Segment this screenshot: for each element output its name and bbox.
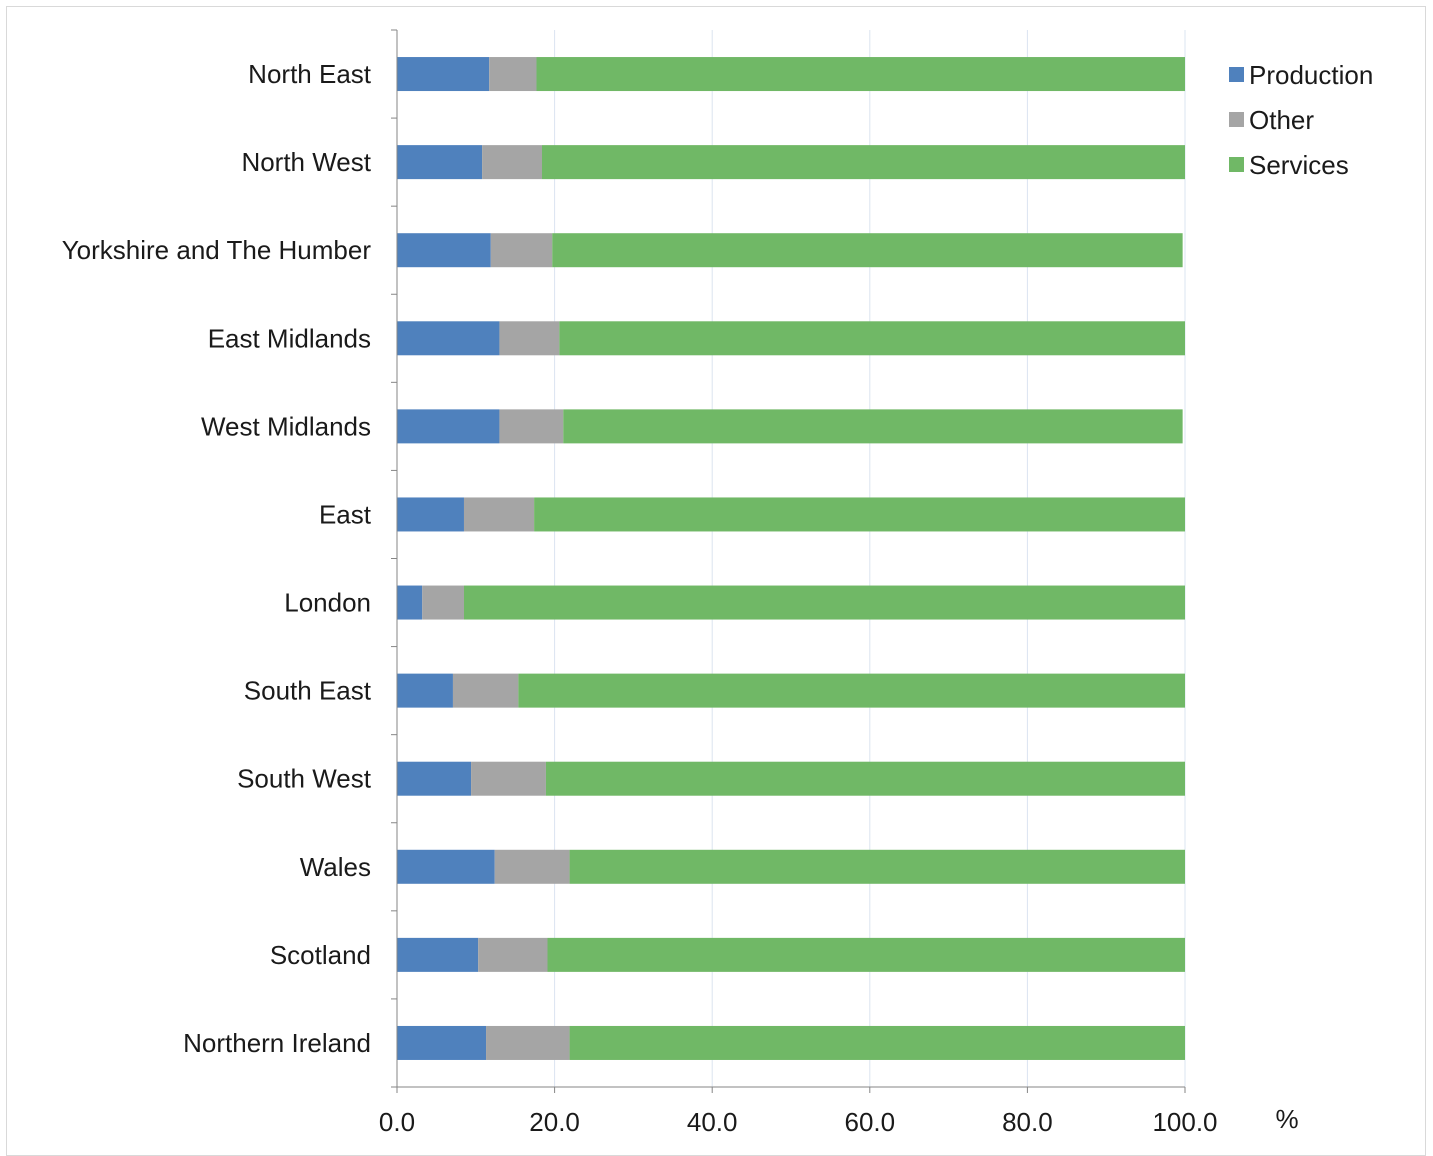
bar-segment-services xyxy=(534,497,1185,532)
bar-segment-other xyxy=(486,1025,570,1060)
bar-segment-other xyxy=(482,145,542,180)
x-tick-label: 0.0 xyxy=(379,1107,415,1137)
bar-segment-services xyxy=(563,409,1183,444)
category-label: North West xyxy=(241,147,371,177)
bar-segment-production xyxy=(397,497,464,532)
gridlines xyxy=(554,30,1186,1087)
bar-segment-production xyxy=(397,57,490,92)
bar-segment-services xyxy=(547,937,1185,972)
bar-segment-other xyxy=(489,57,537,92)
bar-segment-services xyxy=(552,233,1183,268)
x-tick-label: 60.0 xyxy=(844,1107,895,1137)
bar-segment-services xyxy=(541,145,1185,180)
bar-segment-services xyxy=(545,761,1185,796)
category-label: North East xyxy=(248,59,372,89)
legend-label-production: Production xyxy=(1249,60,1373,90)
category-label: East xyxy=(319,499,372,529)
bar-segment-services xyxy=(569,849,1185,884)
axes xyxy=(391,29,1186,1093)
bar-segment-production xyxy=(397,673,453,708)
bar-segment-other xyxy=(452,673,519,708)
legend-swatch-production xyxy=(1229,67,1244,82)
category-label: Northern Ireland xyxy=(183,1028,371,1058)
bar-segment-other xyxy=(499,409,564,444)
category-label: East Midlands xyxy=(208,323,371,353)
bar-segment-services xyxy=(463,585,1186,620)
category-label: Scotland xyxy=(270,940,371,970)
bar-segment-production xyxy=(397,145,483,180)
x-tick-label: 20.0 xyxy=(529,1107,580,1137)
legend-swatch-services xyxy=(1229,157,1244,172)
bar-segment-services xyxy=(559,321,1185,356)
category-labels: North East North West Yorkshire and The Hu… xyxy=(62,59,372,1058)
legend-label-other: Other xyxy=(1249,105,1314,135)
x-axis-unit-label: % xyxy=(1275,1104,1298,1134)
category-label: Wales xyxy=(300,852,371,882)
bar-segment-other xyxy=(490,233,553,268)
category-label: Yorkshire and The Humber xyxy=(62,235,372,265)
bar-segment-services xyxy=(569,1025,1185,1060)
x-tick-labels: 0.0 20.0 40.0 60.0 80.0 100.0 xyxy=(379,1107,1218,1137)
bar-segment-production xyxy=(397,585,423,620)
bar-segment-other xyxy=(471,761,546,796)
category-label: South East xyxy=(244,676,372,706)
bar-segment-other xyxy=(494,849,570,884)
legend-swatch-other xyxy=(1229,112,1244,127)
bar-segment-other xyxy=(499,321,560,356)
x-tick-label: 100.0 xyxy=(1152,1107,1217,1137)
bars xyxy=(397,57,1186,1060)
x-tick-label: 40.0 xyxy=(687,1107,738,1137)
bar-segment-production xyxy=(397,321,500,356)
bar-segment-production xyxy=(397,937,479,972)
bar-segment-production xyxy=(397,1025,487,1060)
legend-label-services: Services xyxy=(1249,150,1349,180)
bar-segment-production xyxy=(397,409,500,444)
bar-segment-production xyxy=(397,233,491,268)
x-tick-label: 80.0 xyxy=(1002,1107,1053,1137)
bar-segment-services xyxy=(518,673,1185,708)
bar-segment-other xyxy=(422,585,464,620)
bar-segment-other xyxy=(463,497,535,532)
category-label: South West xyxy=(237,764,372,794)
bar-segment-services xyxy=(536,57,1185,92)
category-label: London xyxy=(284,588,371,618)
bar-segment-production xyxy=(397,849,495,884)
legend: Production Other Services xyxy=(1229,60,1373,180)
bar-segment-production xyxy=(397,761,472,796)
category-label: West Midlands xyxy=(201,411,371,441)
bar-segment-other xyxy=(478,937,548,972)
